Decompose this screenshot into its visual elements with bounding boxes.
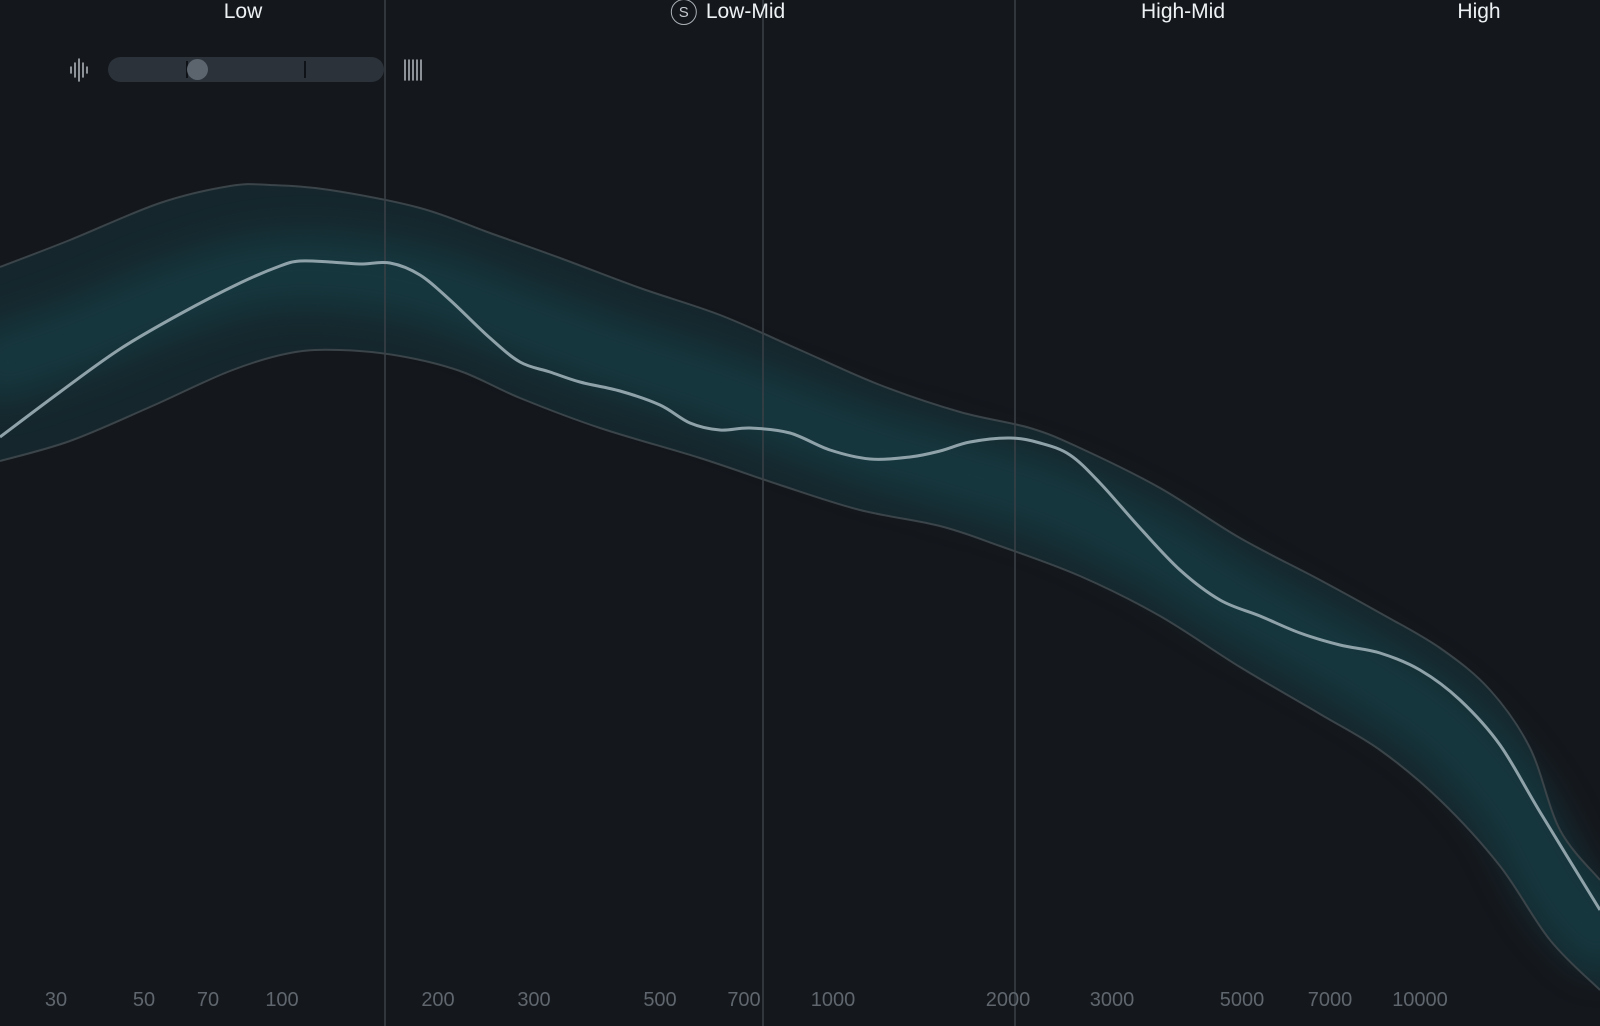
- band-header-high-mid[interactable]: High-Mid: [1141, 0, 1225, 24]
- target-band-lower-edge: [0, 348, 1600, 991]
- target-band-upper-edge: [0, 183, 1600, 881]
- band-header-high[interactable]: High: [1457, 0, 1500, 24]
- freq-tick-label: 300: [517, 989, 551, 1011]
- waveform-icon[interactable]: [68, 58, 90, 82]
- freq-tick-label: 7000: [1307, 989, 1353, 1011]
- solo-icon[interactable]: S: [670, 0, 697, 25]
- freq-tick-label: 70: [196, 989, 220, 1011]
- target-band-glow: [0, 234, 1600, 970]
- band-header-low-mid[interactable]: S Low-Mid: [670, 0, 786, 25]
- spectrum-curve: [0, 259, 1600, 911]
- target-range-band: [0, 183, 1600, 991]
- bars-icon[interactable]: [402, 58, 424, 82]
- slider-tick: [304, 61, 306, 78]
- freq-tick-label: 1000: [810, 989, 856, 1011]
- band-name-low: Low: [223, 0, 263, 23]
- spectrum-line: [0, 259, 1600, 911]
- freq-tick-label: 2000: [985, 989, 1031, 1011]
- band-header-low[interactable]: Low: [224, 0, 263, 24]
- freq-tick-label: 50: [132, 989, 156, 1011]
- slider-thumb[interactable]: [187, 59, 208, 80]
- freq-tick-label: 30: [44, 989, 68, 1011]
- freq-tick-label: 500: [643, 989, 677, 1011]
- freq-tick-label: 100: [265, 989, 299, 1011]
- band-name-low-mid: Low-Mid: [705, 0, 786, 23]
- freq-tick-label: 5000: [1219, 989, 1265, 1011]
- freq-tick-label: 700: [727, 989, 761, 1011]
- crossover-lines: [384, 0, 1016, 1026]
- freq-tick-label: 3000: [1089, 989, 1135, 1011]
- smoothing-slider[interactable]: [108, 57, 384, 82]
- freq-tick-label: 200: [421, 989, 455, 1011]
- band-name-high: High: [1457, 0, 1501, 23]
- smoothing-control: [66, 55, 426, 85]
- band-name-high-mid: High-Mid: [1140, 0, 1226, 23]
- freq-tick-label: 10000: [1392, 989, 1448, 1011]
